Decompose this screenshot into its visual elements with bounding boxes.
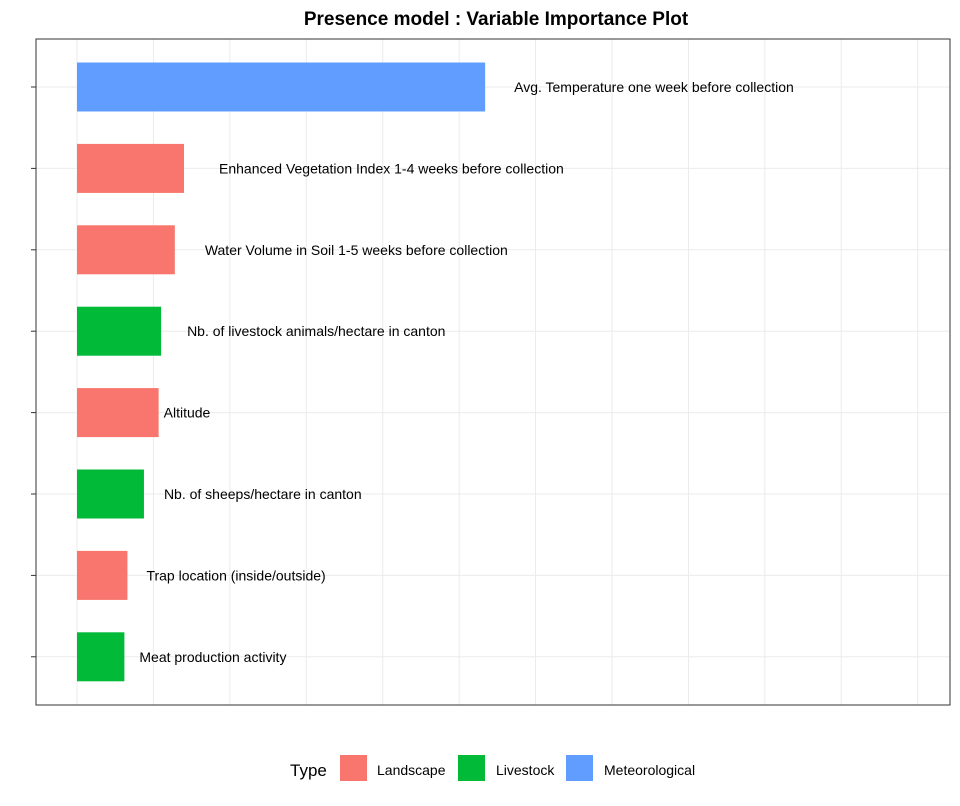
bar-labels-layer: Avg. Temperature one week before collect…	[139, 79, 793, 665]
bar	[77, 632, 125, 682]
bar	[77, 62, 486, 112]
bar	[77, 306, 162, 356]
legend-title: Type	[290, 761, 327, 780]
bar-label: Trap location (inside/outside)	[146, 567, 325, 583]
legend-swatch	[566, 755, 593, 781]
bar-label: Nb. of livestock animals/hectare in cant…	[187, 323, 445, 339]
grid-lines	[36, 39, 950, 705]
bar-label: Altitude	[164, 405, 211, 421]
bars-layer	[77, 62, 486, 682]
plot-panel-border	[35, 38, 951, 706]
bar	[77, 225, 175, 275]
bar-label: Enhanced Vegetation Index 1-4 weeks befo…	[219, 160, 564, 176]
bar	[77, 143, 184, 193]
legend-label: Livestock	[496, 762, 555, 778]
bar-label: Water Volume in Soil 1-5 weeks before co…	[205, 242, 508, 258]
y-axis-ticks	[31, 86, 36, 658]
bar-label: Avg. Temperature one week before collect…	[514, 79, 794, 95]
bar-label: Meat production activity	[139, 649, 286, 665]
bar	[77, 388, 159, 438]
chart-title: Presence model : Variable Importance Plo…	[304, 9, 689, 30]
legend: Type Landscape Livestock Meteorological	[290, 755, 695, 781]
bar	[77, 550, 128, 600]
bar-label: Nb. of sheeps/hectare in canton	[164, 486, 362, 502]
legend-label: Landscape	[377, 762, 446, 778]
bar	[77, 469, 144, 519]
legend-label: Meteorological	[604, 762, 695, 778]
legend-swatch	[458, 755, 485, 781]
legend-items: Landscape Livestock Meteorological	[340, 755, 695, 781]
legend-swatch	[340, 755, 367, 781]
